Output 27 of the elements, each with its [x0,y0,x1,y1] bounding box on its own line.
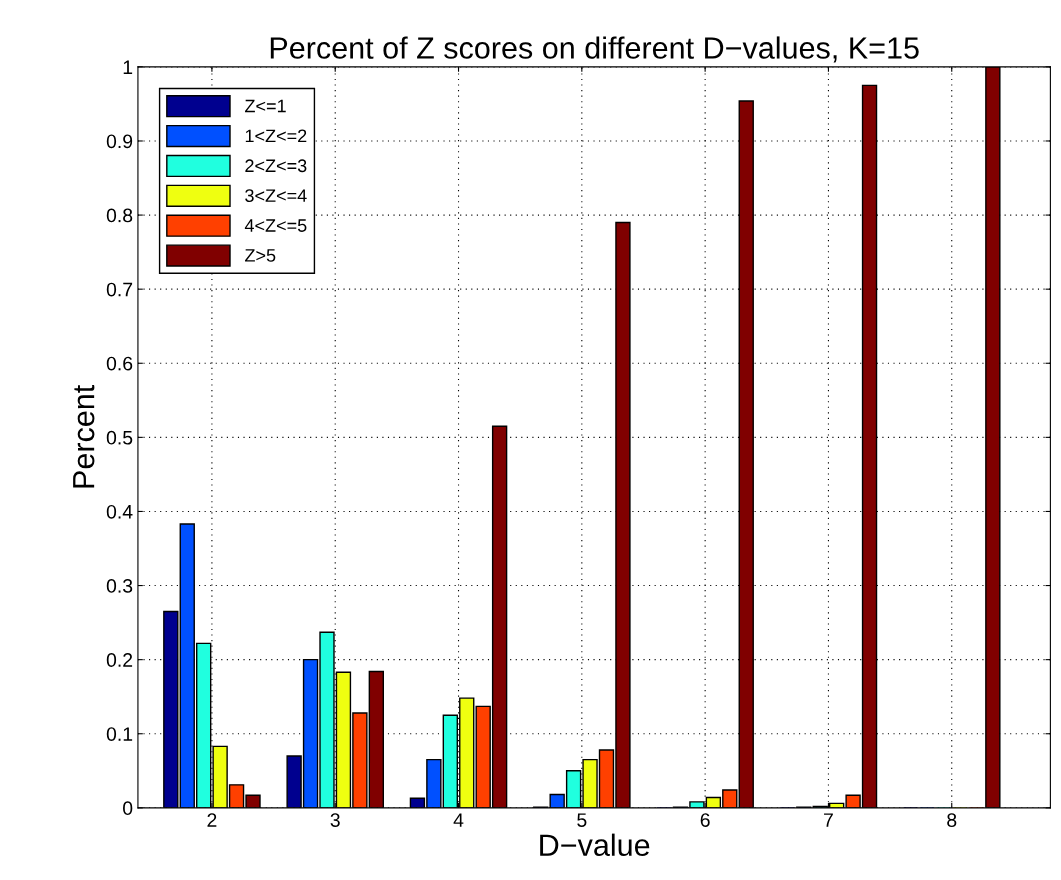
y-tick-label: 0.5 [106,430,133,445]
x-tick-label: 4 [453,813,464,827]
x-tick-label: 7 [824,813,833,827]
y-tick-label: 0.3 [106,579,133,593]
y-tick-label: 0.2 [106,653,133,667]
y-tick-label: 0.8 [106,208,133,223]
chart-title: Percent of Z scores on different D−values, K=15 [270,36,919,63]
y-tick-label: 0 [123,801,133,816]
x-tick-label: 6 [700,813,710,827]
y-tick-label: 0.1 [106,727,133,741]
y-axis-title: Percent [73,384,95,488]
legend-label: 4<Z<=5 [244,219,307,232]
y-tick-label: 1 [123,60,133,74]
x-axis-title: D−value [540,833,650,857]
y-tick-label: 0.6 [106,356,133,371]
legend-label: 1<Z<=2 [245,129,307,143]
x-tick-label: 8 [947,813,957,827]
x-tick-label: 3 [330,813,340,827]
legend-label: 3<Z<=4 [245,189,307,203]
y-tick-label: 0.9 [106,134,133,149]
legend-label: Z<=1 [245,99,286,113]
legend-label: 2<Z<=3 [245,159,307,173]
y-tick-label: 0.7 [106,282,133,297]
x-tick-label: 2 [207,813,217,827]
legend-label: Z>5 [245,249,276,262]
y-tick-label: 0.4 [106,504,133,519]
x-tick-label: 5 [577,813,587,827]
